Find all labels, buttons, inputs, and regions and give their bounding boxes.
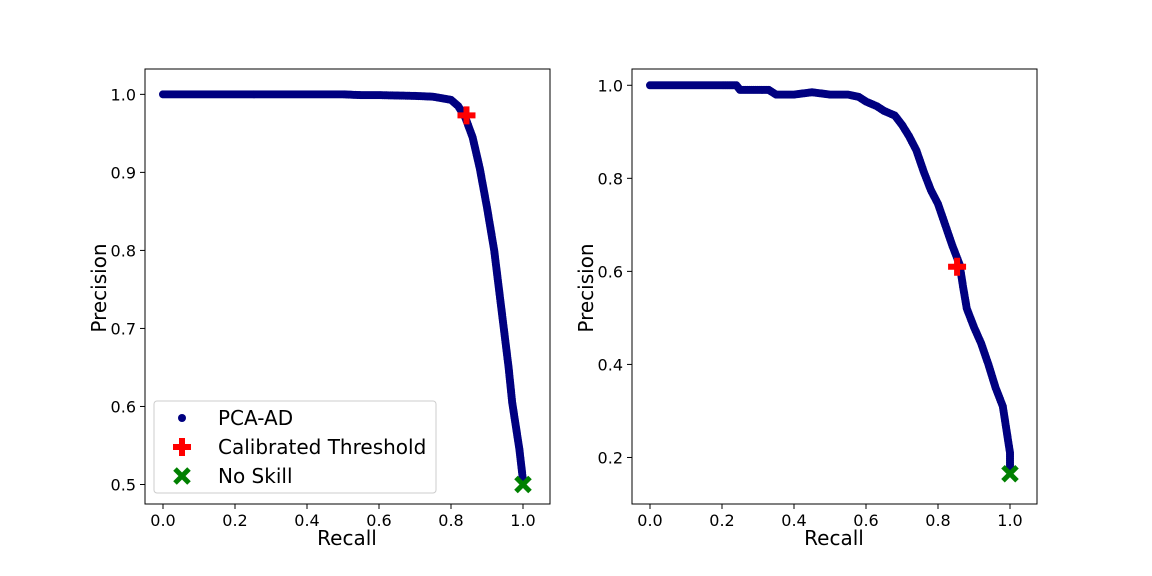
x-tick-label: 1.0 [997, 511, 1022, 530]
right-plot-area [631, 68, 1038, 505]
x-tick-label: 0.6 [853, 511, 878, 530]
x-tick-label: 0.4 [294, 511, 319, 530]
legend-item-pca-ad: PCA-AD [178, 406, 293, 430]
y-tick-label: 0.5 [111, 475, 136, 494]
right-y-axis-label: Precision [574, 243, 598, 332]
left-y-axis-label: Precision [87, 243, 111, 332]
y-tick-label: 1.0 [111, 85, 136, 104]
y-tick-label: 0.4 [598, 355, 623, 374]
no-skill-marker [1001, 464, 1019, 483]
x-tick-label: 0.8 [925, 511, 950, 530]
x-tick-label: 0.8 [438, 511, 463, 530]
left-y-ticks: 0.5 0.6 0.7 0.8 0.9 1.0 [111, 85, 145, 494]
x-tick-label: 0.4 [781, 511, 806, 530]
right-chart-marks [646, 81, 1019, 483]
legend-x-marker [173, 467, 191, 485]
x-tick-label: 0.6 [366, 511, 391, 530]
right-x-ticks: 0.0 0.2 0.4 0.6 0.8 1.0 [637, 504, 1023, 530]
left-chart: 0.0 0.2 0.4 0.6 0.8 1.0 0.5 0.6 0.7 0.8 0.9 1.0 Re… [87, 68, 551, 550]
y-tick-label: 0.9 [111, 163, 136, 182]
x-tick-label: 1.0 [510, 511, 535, 530]
legend-plus-marker [173, 438, 191, 456]
legend: PCA-AD Calibrated Threshold No Skill [153, 400, 437, 494]
x-tick-label: 0.2 [709, 511, 734, 530]
left-chart-marks [159, 90, 532, 494]
x-tick-label: 0.0 [150, 511, 175, 530]
left-x-axis-label: Recall [317, 526, 377, 550]
right-x-axis-label: Recall [804, 526, 864, 550]
left-x-ticks: 0.0 0.2 0.4 0.6 0.8 1.0 [150, 504, 536, 530]
y-tick-label: 0.7 [111, 319, 136, 338]
calibrated-threshold-marker [457, 106, 476, 125]
legend-item-calibrated-threshold: Calibrated Threshold [173, 435, 426, 459]
legend-box [153, 400, 437, 494]
legend-label: PCA-AD [218, 406, 293, 430]
no-skill-marker [514, 475, 532, 494]
y-tick-label: 0.8 [111, 241, 136, 260]
x-tick-label: 0.2 [222, 511, 247, 530]
legend-circle-marker [178, 414, 186, 422]
x-tick-label: 0.0 [637, 511, 662, 530]
y-tick-label: 0.6 [598, 262, 623, 281]
right-y-ticks: 0.2 0.4 0.6 0.8 1.0 [598, 76, 632, 467]
legend-label: Calibrated Threshold [218, 435, 426, 459]
y-tick-label: 0.8 [598, 169, 623, 188]
right-chart: 0.0 0.2 0.4 0.6 0.8 1.0 0.2 0.4 0.6 0.8 1.0 Recal… [574, 68, 1038, 550]
y-tick-label: 1.0 [598, 76, 623, 95]
legend-label: No Skill [218, 464, 293, 488]
calibrated-threshold-marker [948, 257, 967, 276]
y-tick-label: 0.6 [111, 397, 136, 416]
legend-item-no-skill: No Skill [173, 464, 293, 488]
y-tick-label: 0.2 [598, 448, 623, 467]
